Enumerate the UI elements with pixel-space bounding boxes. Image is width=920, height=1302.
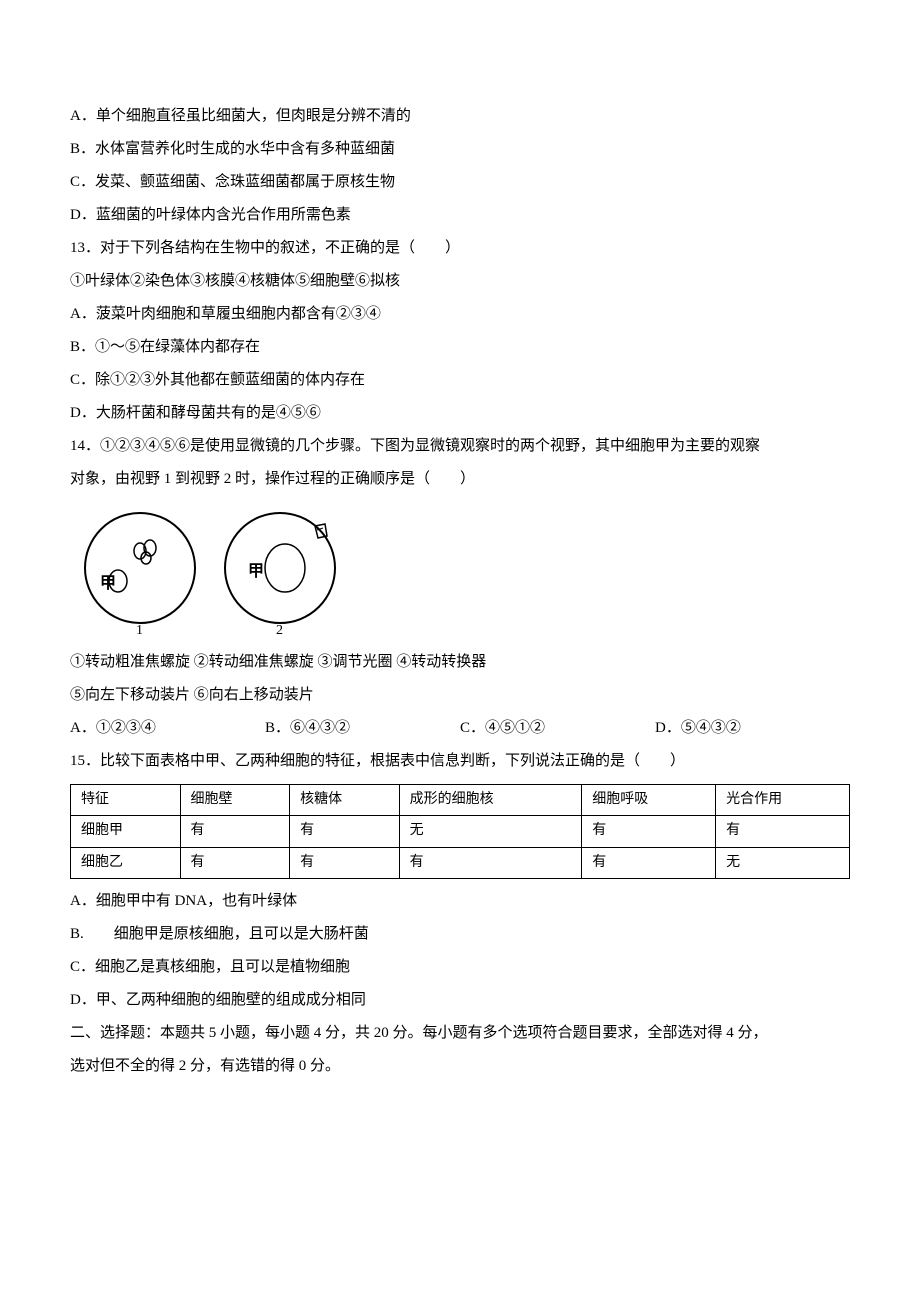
q12-option-d: D．蓝细菌的叶绿体内含光合作用所需色素 — [70, 199, 850, 232]
q13-sub: ①叶绿体②染色体③核膜④核糖体⑤细胞壁⑥拟核 — [70, 265, 850, 298]
cell: 无 — [716, 847, 850, 878]
q14-option-b: B．⑥④③② — [265, 712, 460, 745]
cell: 有 — [582, 816, 716, 847]
q15-option-b: B. 细胞甲是原核细胞，且可以是大肠杆菌 — [70, 918, 850, 951]
cell: 有 — [290, 847, 400, 878]
view-circle-1: 甲 1 — [80, 506, 200, 636]
table-header-row: 特征 细胞壁 核糖体 成形的细胞核 细胞呼吸 光合作用 — [71, 785, 850, 816]
cell: 有 — [180, 847, 290, 878]
cell: 有 — [716, 816, 850, 847]
th-0: 特征 — [71, 785, 181, 816]
q15-table: 特征 细胞壁 核糖体 成形的细胞核 细胞呼吸 光合作用 细胞甲 有 有 无 有 … — [70, 784, 850, 879]
q14-options: A．①②③④ B．⑥④③② C．④⑤①② D．⑤④③② — [70, 712, 850, 745]
q15-stem: 15．比较下面表格中甲、乙两种细胞的特征，根据表中信息判断，下列说法正确的是（ … — [70, 745, 850, 778]
q14-option-a: A．①②③④ — [70, 712, 265, 745]
cell: 有 — [290, 816, 400, 847]
q14-stem-1: 14．①②③④⑤⑥是使用显微镜的几个步骤。下图为显微镜观察时的两个视野，其中细胞… — [70, 430, 850, 463]
q14-option-d: D．⑤④③② — [655, 712, 850, 745]
label-num-1: 1 — [136, 623, 143, 636]
q13-option-b: B．①～⑤在绿藻体内都存在 — [70, 331, 850, 364]
table-row: 细胞乙 有 有 有 有 无 — [71, 847, 850, 878]
section2-line1: 二、选择题：本题共 5 小题，每小题 4 分，共 20 分。每小题有多个选项符合… — [70, 1017, 850, 1050]
q13-option-a: A．菠菜叶肉细胞和草履虫细胞内都含有②③④ — [70, 298, 850, 331]
q12-option-b: B．水体富营养化时生成的水华中含有多种蓝细菌 — [70, 133, 850, 166]
q14-sub-1: ①转动粗准焦螺旋 ②转动细准焦螺旋 ③调节光圈 ④转动转换器 — [70, 646, 850, 679]
view-circle-2: 甲 2 — [220, 506, 340, 636]
section2-line2: 选对但不全的得 2 分，有选错的得 0 分。 — [70, 1050, 850, 1083]
th-4: 细胞呼吸 — [582, 785, 716, 816]
table-row: 细胞甲 有 有 无 有 有 — [71, 816, 850, 847]
th-5: 光合作用 — [716, 785, 850, 816]
q15-option-d: D．甲、乙两种细胞的细胞壁的组成成分相同 — [70, 984, 850, 1017]
q15-option-c: C．细胞乙是真核细胞，且可以是植物细胞 — [70, 951, 850, 984]
label-jia-1: 甲 — [100, 574, 116, 592]
q15-option-a: A．细胞甲中有 DNA，也有叶绿体 — [70, 885, 850, 918]
cell: 有 — [180, 816, 290, 847]
cell: 细胞乙 — [71, 847, 181, 878]
th-3: 成形的细胞核 — [399, 785, 582, 816]
q13-option-d: D．大肠杆菌和酵母菌共有的是④⑤⑥ — [70, 397, 850, 430]
cell: 有 — [399, 847, 582, 878]
cell: 细胞甲 — [71, 816, 181, 847]
label-jia-2: 甲 — [248, 562, 264, 580]
q13-stem: 13．对于下列各结构在生物中的叙述，不正确的是（ ） — [70, 232, 850, 265]
th-2: 核糖体 — [290, 785, 400, 816]
th-1: 细胞壁 — [180, 785, 290, 816]
q12-option-a: A．单个细胞直径虽比细菌大，但肉眼是分辨不清的 — [70, 100, 850, 133]
label-num-2: 2 — [276, 623, 283, 636]
q13-option-c: C．除①②③外其他都在颤蓝细菌的体内存在 — [70, 364, 850, 397]
q14-option-c: C．④⑤①② — [460, 712, 655, 745]
q12-option-c: C．发菜、颤蓝细菌、念珠蓝细菌都属于原核生物 — [70, 166, 850, 199]
q14-sub-2: ⑤向左下移动装片 ⑥向右上移动装片 — [70, 679, 850, 712]
q14-stem-2: 对象，由视野 1 到视野 2 时，操作过程的正确顺序是（ ） — [70, 463, 850, 496]
microscope-diagram: 甲 1 甲 2 — [70, 506, 850, 636]
cell: 有 — [582, 847, 716, 878]
cell: 无 — [399, 816, 582, 847]
